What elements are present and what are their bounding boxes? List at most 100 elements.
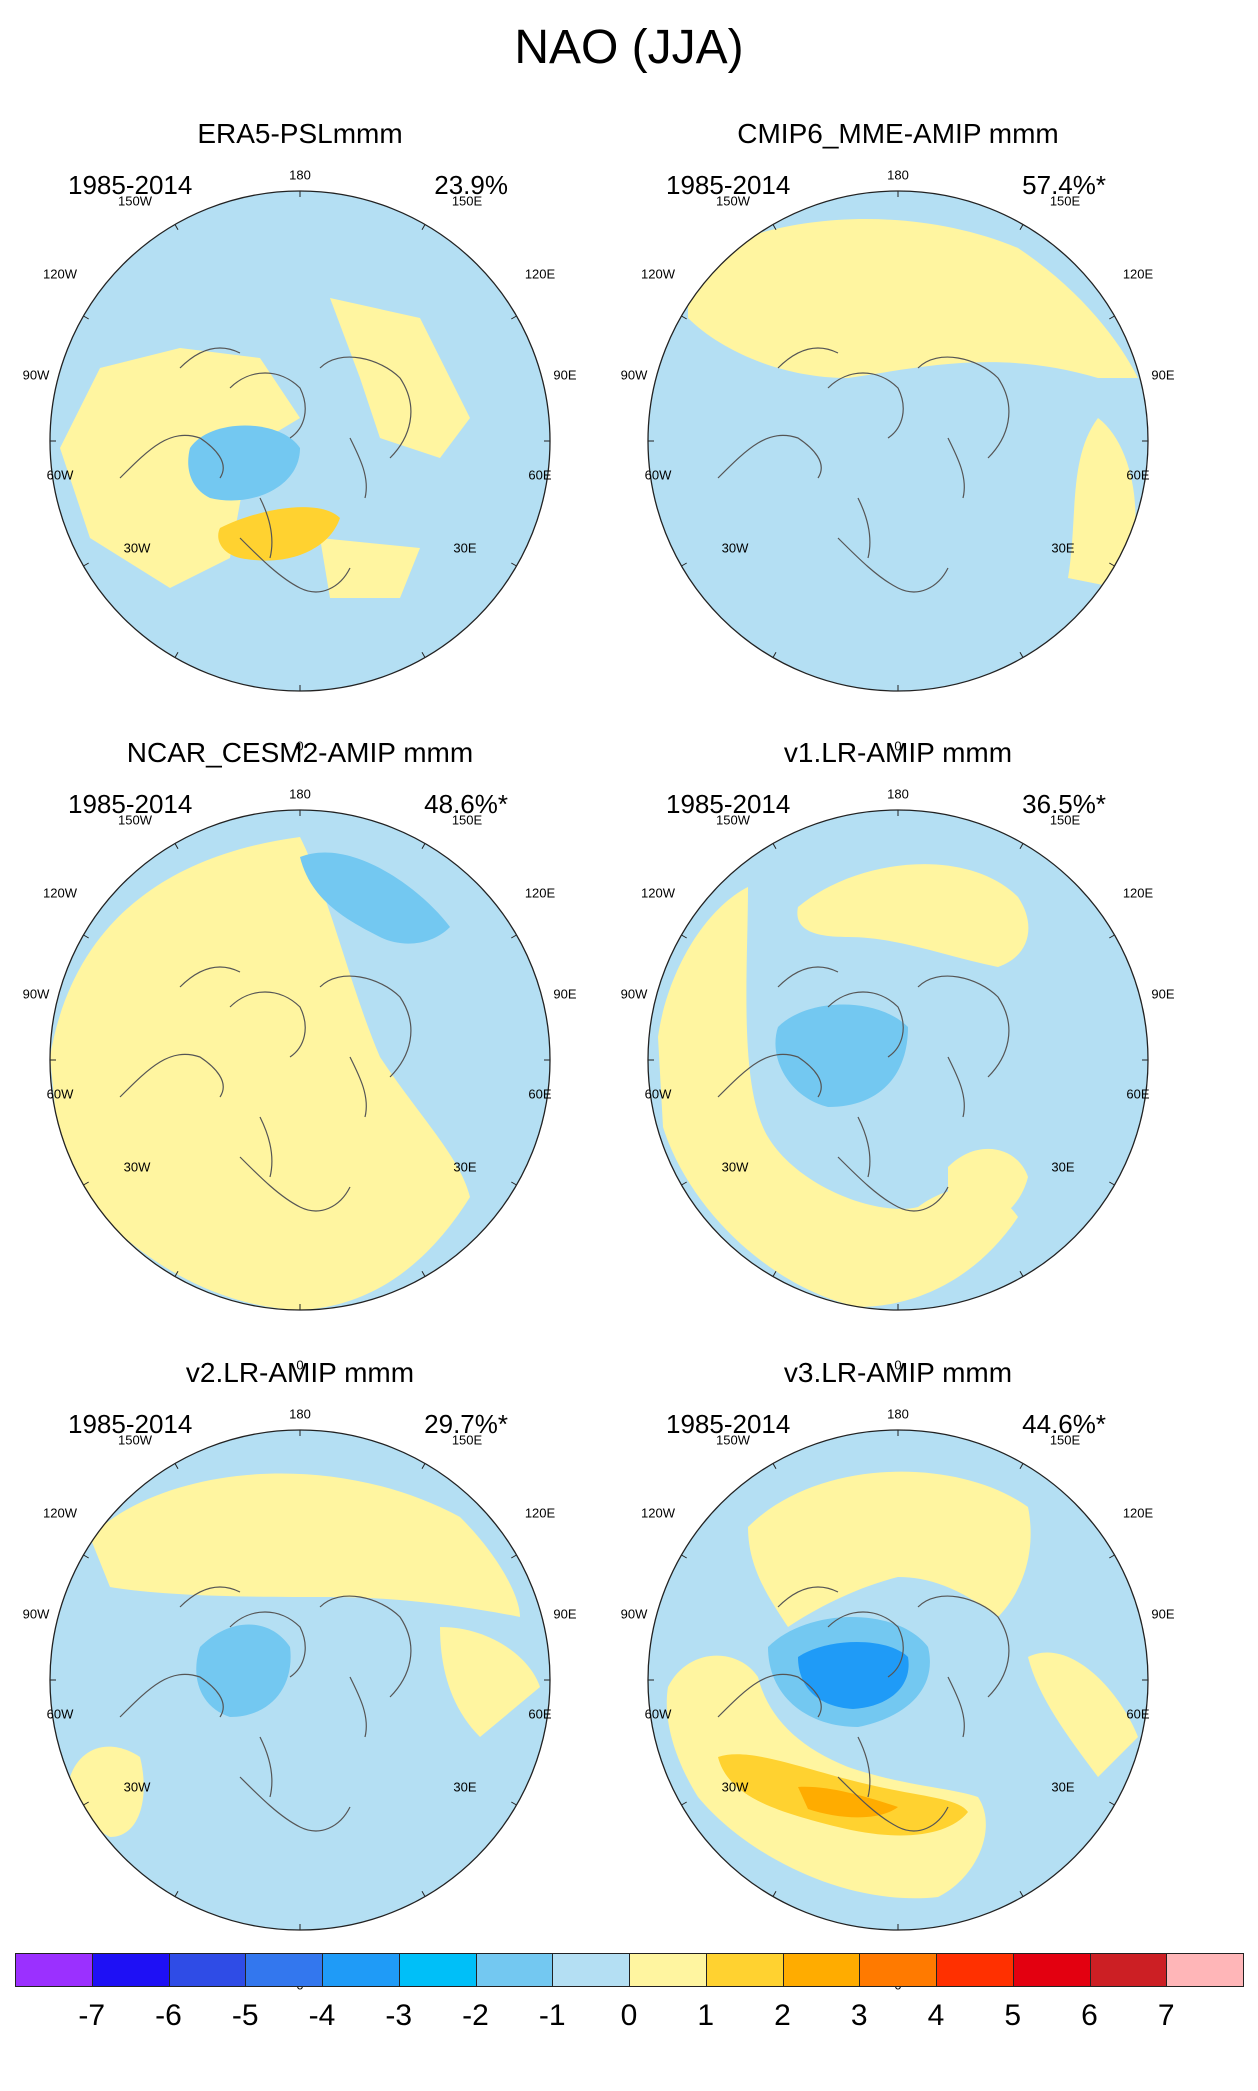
coastline [777, 347, 839, 369]
longitude-label: 180 [289, 786, 311, 802]
field-contour-region [440, 1627, 540, 1737]
longitude-label: 60W [46, 467, 74, 483]
map-tick [174, 652, 179, 658]
colorbar-label: 1 [697, 1999, 715, 2032]
map-tick [511, 934, 517, 939]
panel-title: CMIP6_MME-AMIP mmm [737, 118, 1059, 149]
longitude-label: 30W [721, 540, 749, 556]
map-tick [83, 315, 89, 320]
map-tick [421, 652, 426, 658]
map-tick [772, 1271, 777, 1277]
period-label: 1985-2014 [68, 170, 193, 200]
coastline [179, 966, 241, 988]
colorbar-label: 4 [927, 1999, 945, 2032]
longitude-label: 90W [22, 1606, 50, 1622]
coastline [717, 434, 822, 479]
colorbar-label: -2 [462, 1999, 489, 2032]
longitude-label: 0 [296, 738, 304, 754]
variance-percent: 48.6%* [424, 789, 508, 819]
colorbar-label: 2 [774, 1999, 791, 2032]
coastline [229, 1611, 306, 1678]
coastline [349, 437, 367, 499]
coastline [179, 1586, 241, 1608]
longitude-label: 120E [1122, 885, 1154, 901]
map-tick [1109, 315, 1115, 320]
field-contour-region [300, 852, 450, 944]
longitude-label: 60E [1126, 1086, 1150, 1102]
longitude-label: 60W [46, 1086, 74, 1102]
longitude-label: 60E [528, 467, 552, 483]
variance-percent: 36.5%* [1022, 789, 1106, 819]
longitude-label: 150E [1049, 812, 1081, 828]
map-tick [681, 934, 687, 939]
longitude-label: 180 [289, 167, 311, 183]
colorbar-label: -7 [78, 1999, 106, 2032]
coastline [119, 1053, 224, 1098]
map-tick [83, 1554, 89, 1559]
longitude-label: 30E [1051, 1159, 1075, 1175]
map-panel: v3.LR-AMIP mmm 1985-2014 44.6%* 180 0 150W 150… [598, 1357, 1198, 1993]
longitude-label: 180 [289, 1406, 311, 1422]
map-tick [772, 224, 777, 230]
coastline [239, 537, 351, 593]
field-contour-region [60, 348, 300, 588]
variance-percent: 44.6%* [1022, 1409, 1106, 1439]
coastline [857, 497, 871, 559]
field-contour-region [1068, 418, 1136, 588]
coastline [179, 347, 241, 369]
colorbar-swatch [1012, 1953, 1091, 1987]
field-contour-region [748, 1471, 1031, 1627]
map-tick [83, 562, 89, 567]
map-tick [174, 1891, 179, 1897]
colorbar-swatch [475, 1953, 554, 1987]
coastline [917, 1595, 1010, 1698]
map-tick [772, 1463, 777, 1469]
map-tick [174, 224, 179, 230]
longitude-label: 120E [1122, 1505, 1154, 1521]
map-tick [83, 1181, 89, 1186]
period-label: 1985-2014 [68, 1409, 193, 1439]
colorbar-label: 0 [620, 1999, 638, 2032]
longitude-label: 30W [721, 1159, 749, 1175]
coastline [947, 1056, 965, 1118]
field-contour-region [798, 1642, 909, 1709]
map-tick [1019, 1271, 1024, 1277]
coastline [259, 1736, 273, 1798]
coastline [259, 497, 273, 559]
map-tick [681, 1801, 687, 1806]
field-contour-region [775, 1004, 908, 1107]
colorbar-swatch [552, 1953, 630, 1987]
colorbar-swatch [15, 1953, 93, 1987]
longitude-label: 30W [123, 1159, 151, 1175]
longitude-label: 60E [1126, 1706, 1150, 1722]
longitude-label: 150E [451, 812, 483, 828]
coastline [917, 356, 1010, 459]
coastline [349, 1056, 367, 1118]
polar-map [647, 1429, 1149, 1931]
coastline [319, 356, 412, 459]
coastline [119, 1673, 224, 1718]
coastline [717, 1053, 822, 1098]
colorbar-swatch [168, 1953, 247, 1987]
map-tick [681, 1554, 687, 1559]
coastline [717, 1673, 822, 1718]
variance-percent: 23.9% [434, 170, 508, 200]
coastline [319, 1595, 412, 1698]
longitude-label: 150E [1049, 193, 1081, 209]
colorbar-label: 7 [1157, 1999, 1175, 2032]
panel-title: v3.LR-AMIP mmm [783, 1357, 1013, 1388]
colorbar-swatch [782, 1953, 861, 1987]
period-label: 1985-2014 [666, 1409, 791, 1439]
map-tick [83, 934, 89, 939]
field-contour-region [658, 887, 1018, 1307]
map-panel: ERA5-PSLmmm 1985-2014 23.9% 180 0 150W 150E 120… [0, 118, 600, 754]
map-tick [83, 1801, 89, 1806]
colorbar-swatch [859, 1953, 937, 1987]
map-tick [772, 652, 777, 658]
coastline [229, 372, 306, 439]
longitude-label: 0 [296, 1357, 304, 1373]
coastline [837, 1776, 949, 1832]
map-tick [174, 1463, 179, 1469]
coastline [917, 975, 1010, 1078]
longitude-label: 60W [644, 467, 672, 483]
